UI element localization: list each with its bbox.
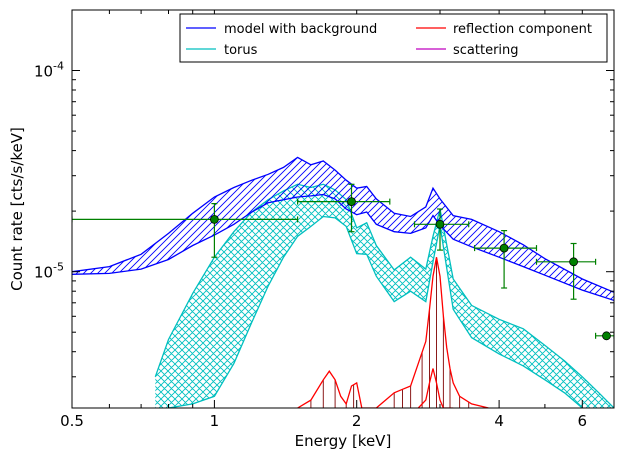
band-model-fill [72, 157, 614, 301]
x-tick-label: 4 [494, 412, 504, 430]
data-point [474, 230, 538, 289]
data-point [594, 331, 614, 341]
band-torus-lower [164, 215, 588, 408]
x-tick-label: 1 [210, 412, 220, 430]
y-axis-label: Count rate [cts/s/keV] [8, 127, 26, 291]
data-point [535, 242, 597, 300]
bands-layer [72, 156, 614, 408]
band-torus-fill [155, 184, 614, 408]
legend-label-model: model with background [224, 22, 377, 37]
x-tick-label: 0.5 [60, 412, 84, 430]
series-reflection-line-0 [297, 257, 489, 408]
data-point [297, 183, 391, 233]
data-point-marker [569, 257, 578, 267]
band-torus-upper [154, 183, 614, 408]
data-point-marker [435, 219, 445, 229]
data-point-marker [499, 243, 509, 253]
series-layer [297, 257, 489, 408]
tick-labels-layer: 0.5 1 2 4 6 10-5 10-4 [34, 60, 587, 431]
data-point [72, 203, 299, 258]
stems-layer [310, 257, 470, 408]
y-tick-label: 10-4 [34, 60, 64, 81]
legend-box [179, 13, 608, 63]
series-reflection-line-1 [417, 368, 454, 408]
legend-label-reflection: reflection component [453, 22, 592, 37]
data-point-marker [209, 214, 219, 224]
points-layer [72, 183, 614, 341]
x-axis-label: Energy [keV] [295, 432, 392, 450]
ticks-layer [71, 9, 615, 408]
legend: model with background torus reflection c… [179, 13, 608, 63]
data-point-marker [347, 197, 356, 207]
x-tick-label: 6 [578, 412, 588, 430]
data-point [413, 208, 470, 251]
legend-label-torus: torus [224, 43, 258, 58]
x-tick-label: 2 [352, 412, 362, 430]
legend-label-scattering: scattering [453, 43, 519, 58]
data-point-marker [602, 331, 611, 341]
plot-frame [71, 9, 615, 409]
y-tick-label: 10-5 [34, 261, 64, 282]
